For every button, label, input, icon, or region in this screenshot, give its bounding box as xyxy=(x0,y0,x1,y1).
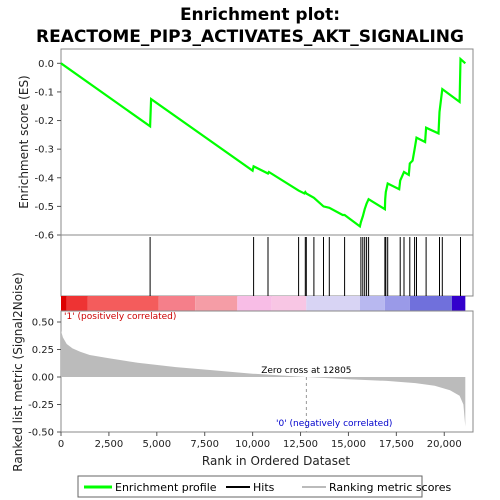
legend-enrichment-label: Enrichment profile xyxy=(115,481,217,494)
es-tick-label: -0.4 xyxy=(34,173,54,184)
x-tick-label: 10,000 xyxy=(235,439,270,450)
colorbar-segment xyxy=(61,296,67,311)
es-tick-label: -0.2 xyxy=(34,116,54,127)
colorbar-segment xyxy=(87,296,159,311)
zero-cross-label: Zero cross at 12805 xyxy=(261,366,351,376)
rank-tick-label: 0.00 xyxy=(32,373,54,384)
legend-metric-label: Ranking metric scores xyxy=(329,481,451,494)
ranking-metric-area xyxy=(61,330,466,427)
x-tick-label: 17,500 xyxy=(379,439,414,450)
positive-correlation-label: '1' (positively correlated) xyxy=(64,312,176,322)
es-panel-frame xyxy=(60,48,474,236)
colorbar-segment xyxy=(237,296,272,311)
colorbar-segment xyxy=(195,296,238,311)
es-tick-label: -0.6 xyxy=(34,231,54,242)
legend: Enrichment profile Hits Ranking metric s… xyxy=(77,475,451,498)
plot-title-line1: Enrichment plot: xyxy=(180,5,340,25)
rank-axis-label: Ranked list metric (Signal2Noise) xyxy=(11,272,25,471)
legend-hits-label: Hits xyxy=(253,481,275,494)
es-tick-label: 0.0 xyxy=(38,59,54,70)
es-axis-ticks: 0.0 -0.1 -0.2 -0.3 -0.4 -0.5 -0.6 xyxy=(34,59,61,242)
es-axis-label: Enrichment score (ES) xyxy=(17,75,31,208)
rank-tick-label: 0.25 xyxy=(32,345,54,356)
x-tick-label: 12,500 xyxy=(283,439,318,450)
enrichment-profile-line xyxy=(60,56,467,229)
colorbar-segment xyxy=(158,296,196,311)
colorbar-segment xyxy=(359,296,385,311)
colorbar-segment xyxy=(384,296,410,311)
rank-tick-label: -0.50 xyxy=(28,428,54,439)
x-axis-label: Rank in Ordered Dataset xyxy=(202,454,350,468)
es-tick-label: -0.5 xyxy=(34,202,54,213)
x-tick-label: 15,000 xyxy=(331,439,366,450)
colorbar-segment xyxy=(306,296,360,311)
colorbar-segment xyxy=(271,296,307,311)
x-tick-label: 5,000 xyxy=(142,439,171,450)
rank-colorbar xyxy=(61,296,466,311)
colorbar-segment xyxy=(66,296,88,311)
x-tick-label: 0 xyxy=(58,439,64,450)
hits-markers xyxy=(149,237,461,296)
x-tick-label: 2,500 xyxy=(95,439,124,450)
x-axis-ticks: 0 2,500 5,000 7,500 10,000 12,500 15,000 17,500… xyxy=(58,432,462,450)
rank-axis-ticks: 0.50 0.25 0.00 -0.25 -0.50 xyxy=(28,318,61,439)
rank-tick-label: 0.50 xyxy=(32,318,54,329)
rank-tick-label: -0.25 xyxy=(28,400,54,411)
plot-title-line2: REACTOME_PIP3_ACTIVATES_AKT_SIGNALING xyxy=(36,27,464,47)
es-tick-label: -0.1 xyxy=(34,87,54,98)
x-tick-label: 7,500 xyxy=(190,439,219,450)
colorbar-segment xyxy=(451,296,466,311)
es-tick-label: -0.3 xyxy=(34,145,54,156)
colorbar-segment xyxy=(409,296,452,311)
negative-correlation-label: '0' (negatively correlated) xyxy=(276,419,392,429)
hits-panel-frame xyxy=(60,234,474,297)
x-tick-label: 20,000 xyxy=(427,439,462,450)
